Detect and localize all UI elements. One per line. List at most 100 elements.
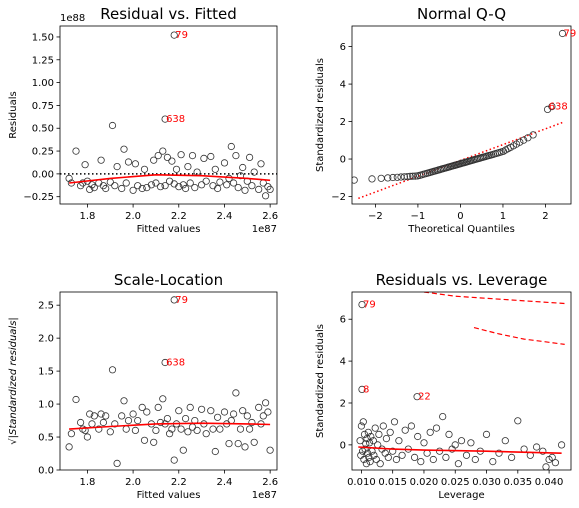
- x-tick-label: 2.0: [125, 211, 141, 222]
- chart-title: Residual vs. Fitted: [100, 5, 237, 23]
- data-point: [188, 423, 197, 431]
- data-point: [234, 439, 242, 448]
- data-point: [106, 428, 114, 436]
- data-point: [168, 425, 176, 433]
- data-point: [211, 165, 219, 173]
- chart-title: Scale-Location: [114, 271, 223, 289]
- data-point: [406, 172, 414, 180]
- data-point: [65, 174, 73, 182]
- data-point: [239, 407, 247, 415]
- data-point: [236, 425, 245, 433]
- data-point: [72, 395, 80, 404]
- data-point: [193, 426, 201, 434]
- x-tick-label: −2: [368, 211, 383, 222]
- data-point: [207, 407, 215, 415]
- point-annotation: 79: [175, 30, 188, 41]
- data-point: [558, 29, 567, 38]
- data-point: [200, 154, 208, 162]
- point-annotation: 8: [363, 384, 369, 395]
- data-point: [361, 445, 369, 453]
- data-point: [81, 161, 89, 169]
- cooks-distance-line-1: [473, 327, 565, 345]
- data-point: [370, 451, 378, 459]
- data-point: [102, 184, 110, 193]
- data-point: [225, 174, 233, 182]
- data-point: [182, 414, 190, 423]
- data-point: [90, 184, 98, 192]
- data-point: [191, 184, 199, 192]
- data-point: [501, 437, 509, 445]
- data-point: [236, 172, 245, 180]
- data-point: [216, 425, 224, 433]
- data-point: [482, 430, 491, 438]
- x-axis-label: Fitted values: [137, 490, 201, 501]
- point-annotation: 79: [363, 300, 376, 311]
- data-point: [108, 366, 117, 374]
- data-point: [108, 121, 117, 130]
- data-point: [264, 408, 272, 416]
- y-tick-label: 1.00: [32, 78, 54, 89]
- data-point: [122, 425, 130, 433]
- data-point: [227, 142, 235, 151]
- data-point: [150, 438, 158, 446]
- data-point: [393, 173, 401, 181]
- data-point: [124, 158, 133, 166]
- x-tick-label: 2.6: [262, 477, 278, 488]
- data-point: [257, 160, 265, 168]
- x-tick-label: 2.4: [217, 211, 233, 222]
- data-point: [390, 418, 399, 426]
- data-point: [209, 425, 217, 433]
- data-point: [120, 397, 128, 405]
- data-point: [170, 456, 178, 464]
- data-point: [507, 453, 516, 461]
- data-point: [209, 182, 217, 190]
- data-point: [138, 403, 146, 411]
- data-point: [358, 300, 366, 309]
- data-point: [79, 179, 87, 187]
- data-point: [81, 426, 89, 434]
- data-point: [143, 184, 151, 192]
- data-point: [410, 453, 419, 461]
- data-point: [214, 413, 222, 421]
- data-point: [241, 443, 249, 451]
- data-point: [163, 153, 171, 161]
- data-point: [152, 426, 160, 434]
- data-point: [368, 175, 376, 183]
- data-point: [179, 446, 187, 454]
- chart-title: Residuals vs. Leverage: [376, 271, 548, 289]
- data-point: [462, 451, 471, 459]
- data-point: [83, 433, 92, 441]
- data-point: [159, 395, 167, 403]
- data-point: [140, 165, 149, 173]
- data-point: [118, 412, 126, 420]
- data-point: [166, 430, 174, 438]
- y-tick-label: 2.5: [38, 301, 54, 312]
- x-tick-label: 0.020: [410, 477, 439, 488]
- data-point: [548, 453, 556, 461]
- data-point: [170, 296, 178, 304]
- data-point: [106, 178, 114, 186]
- y-tick-label: 1.0: [38, 400, 54, 411]
- data-point: [186, 179, 194, 187]
- y-tick-label: 0.0: [38, 466, 54, 477]
- y-tick-label: −2: [331, 192, 346, 203]
- x-tick-label: 0.040: [535, 477, 564, 488]
- plot-area: [352, 29, 567, 200]
- data-point: [519, 136, 528, 144]
- y-tick-label: 6: [340, 315, 346, 326]
- data-point: [150, 156, 158, 164]
- data-point: [384, 453, 392, 461]
- lowess-line: [358, 446, 562, 454]
- point-annotation: 22: [418, 392, 431, 403]
- data-point: [398, 451, 406, 459]
- data-point: [102, 412, 110, 420]
- axes-frame: [351, 25, 572, 205]
- x-axis-label: Fitted values: [137, 224, 201, 235]
- data-point: [381, 449, 389, 457]
- data-point: [392, 455, 400, 464]
- plot-area: [356, 292, 566, 470]
- data-point: [389, 173, 397, 182]
- y-tick-label: 0.25: [32, 147, 54, 158]
- panel-normal-qq: −2 −1 0 1 2 −2 0 2 4 6 79 638 Normal Q-Q Theoretical …: [315, 5, 576, 235]
- data-point: [172, 165, 181, 173]
